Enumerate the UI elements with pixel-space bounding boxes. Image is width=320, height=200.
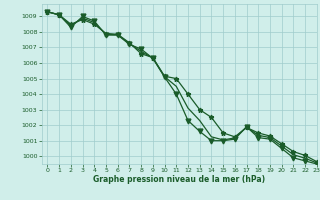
X-axis label: Graphe pression niveau de la mer (hPa): Graphe pression niveau de la mer (hPa) bbox=[93, 175, 265, 184]
